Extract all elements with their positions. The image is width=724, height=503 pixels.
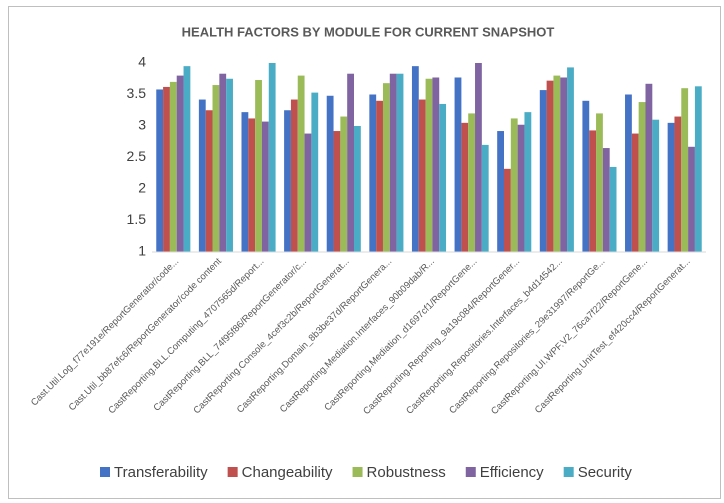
bar bbox=[652, 119, 660, 252]
y-tick-label: 3.5 bbox=[127, 85, 147, 101]
bar bbox=[212, 85, 220, 252]
bar bbox=[248, 118, 256, 252]
legend-label: Efficiency bbox=[480, 464, 544, 481]
legend-label: Robustness bbox=[367, 464, 446, 481]
bar bbox=[539, 90, 547, 252]
bar bbox=[425, 78, 433, 252]
bar bbox=[411, 66, 419, 253]
bar bbox=[326, 95, 334, 252]
legend-label: Transferability bbox=[114, 464, 208, 481]
bar bbox=[376, 100, 383, 252]
bar bbox=[290, 99, 298, 252]
bar bbox=[461, 122, 469, 252]
y-tick-label: 1 bbox=[138, 243, 146, 259]
bar bbox=[667, 122, 675, 252]
bar bbox=[219, 73, 227, 253]
bar bbox=[567, 67, 574, 252]
legend-label: Security bbox=[578, 464, 633, 481]
bar bbox=[631, 133, 639, 252]
y-tick-label: 3 bbox=[138, 117, 146, 133]
bar bbox=[163, 86, 170, 252]
bar bbox=[688, 146, 695, 252]
bar bbox=[638, 102, 646, 252]
bar bbox=[596, 113, 603, 253]
legend-swatch bbox=[563, 467, 574, 477]
bar bbox=[396, 73, 404, 253]
bar bbox=[311, 92, 319, 252]
y-tick-label: 4 bbox=[138, 54, 146, 70]
bar bbox=[389, 73, 397, 253]
bar bbox=[268, 63, 276, 252]
bar bbox=[560, 77, 568, 253]
bar bbox=[432, 77, 440, 253]
bar bbox=[205, 110, 213, 252]
bar bbox=[169, 81, 177, 253]
bar bbox=[261, 121, 269, 252]
bar bbox=[198, 99, 206, 252]
y-tick-label: 1.5 bbox=[127, 211, 147, 227]
y-tick-label: 2.5 bbox=[127, 148, 147, 164]
legend-label: Changeability bbox=[242, 464, 333, 481]
bar bbox=[625, 94, 632, 252]
legend-swatch bbox=[352, 467, 363, 477]
bar bbox=[418, 99, 426, 252]
bar bbox=[284, 110, 291, 252]
bar bbox=[524, 112, 532, 252]
bar bbox=[481, 144, 489, 252]
bar bbox=[297, 75, 305, 252]
bar bbox=[241, 112, 249, 252]
bar bbox=[454, 77, 462, 253]
bar bbox=[645, 83, 653, 252]
chart-title: HEALTH FACTORS BY MODULE FOR CURRENT SNA… bbox=[182, 24, 555, 39]
bar bbox=[226, 78, 233, 252]
bar bbox=[176, 75, 184, 252]
y-tick-label: 2 bbox=[138, 180, 146, 196]
bar bbox=[681, 88, 689, 252]
bar bbox=[340, 116, 348, 252]
bar bbox=[602, 148, 610, 252]
bar bbox=[546, 80, 554, 252]
bar bbox=[255, 80, 262, 252]
bar bbox=[497, 131, 505, 252]
bar bbox=[674, 116, 682, 252]
bar bbox=[439, 103, 447, 252]
bar bbox=[475, 63, 482, 252]
bar bbox=[183, 66, 191, 253]
bar bbox=[553, 75, 561, 252]
legend-swatch bbox=[100, 467, 110, 477]
bar bbox=[582, 100, 590, 252]
bar bbox=[353, 126, 361, 252]
bar bbox=[382, 83, 390, 252]
legend-swatch bbox=[465, 467, 476, 477]
bar bbox=[369, 94, 377, 252]
legend-swatch bbox=[227, 467, 238, 477]
bar bbox=[304, 133, 312, 252]
bar bbox=[347, 73, 354, 253]
bar bbox=[589, 130, 597, 252]
bar bbox=[609, 166, 617, 252]
bar bbox=[156, 89, 164, 253]
bar bbox=[333, 131, 341, 252]
bar bbox=[510, 118, 518, 252]
bar bbox=[504, 168, 511, 252]
bar bbox=[517, 124, 525, 252]
bar bbox=[694, 86, 702, 252]
bar bbox=[468, 113, 476, 253]
